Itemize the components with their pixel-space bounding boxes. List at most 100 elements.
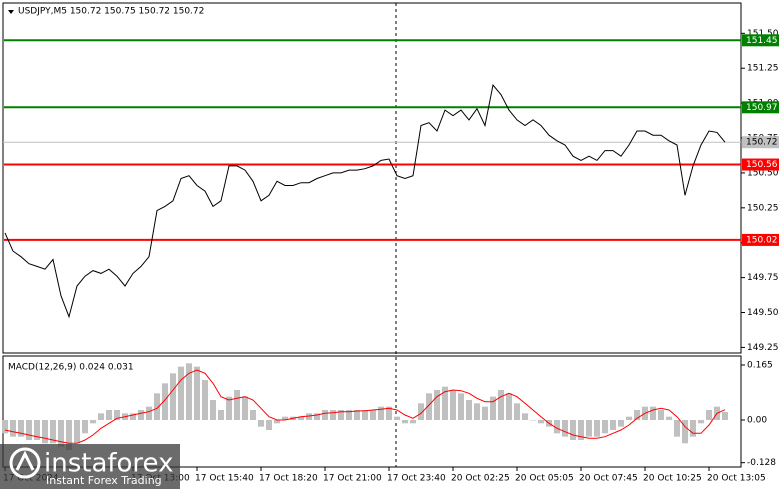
macd-bar bbox=[282, 416, 288, 420]
level-label: 150.97 bbox=[746, 103, 778, 113]
level-label: 150.56 bbox=[746, 160, 778, 170]
watermark-brand: instaforex bbox=[44, 449, 173, 479]
watermark-logo bbox=[9, 447, 41, 479]
macd-bar bbox=[146, 406, 152, 420]
macd-bar bbox=[258, 420, 264, 427]
price-label: 150.72 bbox=[746, 138, 778, 148]
macd-bar bbox=[610, 420, 616, 430]
main-panel bbox=[2, 2, 742, 354]
y-tick-label: 149.25 bbox=[747, 343, 779, 353]
macd-bar bbox=[138, 410, 144, 420]
x-tick-label: 20 Oct 02:25 bbox=[451, 474, 510, 484]
x-tick-label: 20 Oct 13:05 bbox=[707, 474, 766, 484]
macd-bar bbox=[218, 410, 224, 420]
macd-bar bbox=[570, 420, 576, 440]
macd-bar bbox=[34, 420, 40, 440]
macd-bar bbox=[682, 420, 688, 444]
level-tag bbox=[742, 158, 779, 171]
y-tick-label: 150.25 bbox=[747, 203, 779, 213]
macd-bar bbox=[698, 420, 704, 424]
macd-bar bbox=[298, 416, 304, 420]
macd-bar bbox=[130, 413, 136, 420]
macd-bar bbox=[474, 403, 480, 420]
macd-bar bbox=[538, 420, 544, 424]
macd-bar bbox=[650, 406, 656, 420]
macd-bar bbox=[426, 393, 432, 420]
macd-bar bbox=[626, 416, 632, 420]
macd-bar bbox=[450, 390, 456, 420]
watermark-tagline: Instant Forex Trading bbox=[46, 474, 162, 487]
y-tick-label: 0.165 bbox=[747, 361, 773, 371]
macd-bar bbox=[618, 420, 624, 427]
macd-bar bbox=[522, 413, 528, 420]
macd-bar bbox=[578, 420, 584, 440]
price-line bbox=[4, 83, 726, 319]
macd-bar bbox=[634, 410, 640, 420]
plot-layer: 151.50151.25151.00150.75150.50150.25150.… bbox=[2, 29, 779, 484]
macd-bar bbox=[434, 390, 440, 420]
macd-bar bbox=[98, 413, 104, 420]
macd-bar bbox=[178, 366, 184, 420]
macd-bar bbox=[530, 420, 536, 421]
macd-bar bbox=[338, 410, 344, 420]
macd-bar bbox=[514, 403, 520, 420]
macd-bar bbox=[74, 420, 80, 444]
macd-bar bbox=[386, 406, 392, 420]
macd-bar bbox=[90, 420, 96, 424]
level-tag bbox=[742, 34, 779, 47]
level-label: 150.02 bbox=[746, 235, 778, 245]
y-tick-label: 149.75 bbox=[747, 273, 779, 283]
macd-bar bbox=[242, 396, 248, 420]
macd-bar bbox=[706, 410, 712, 420]
macd-bar bbox=[410, 420, 416, 424]
macd-bar bbox=[234, 390, 240, 420]
macd-bar bbox=[562, 420, 568, 437]
signal-line bbox=[4, 369, 726, 444]
x-tick-label: 20 Oct 10:25 bbox=[643, 474, 702, 484]
level-label: 151.45 bbox=[746, 36, 778, 46]
macd-bar bbox=[226, 396, 232, 420]
y-tick-label: 151.25 bbox=[747, 64, 779, 74]
macd-bar bbox=[722, 412, 728, 420]
macd-bar bbox=[114, 410, 120, 420]
macd-bar bbox=[586, 420, 592, 437]
macd-bar bbox=[306, 413, 312, 420]
macd-bar bbox=[210, 400, 216, 420]
price-tag bbox=[742, 136, 779, 149]
y-tick-label: 150.50 bbox=[747, 168, 779, 178]
macd-bar bbox=[82, 420, 88, 434]
x-tick-label: 20 Oct 05:05 bbox=[515, 474, 574, 484]
y-tick-label: 151.50 bbox=[747, 29, 779, 39]
x-tick-label: 17 Oct 18:20 bbox=[259, 474, 318, 484]
macd-bar bbox=[66, 420, 72, 450]
macd-bar bbox=[674, 420, 680, 437]
macd-bar bbox=[602, 420, 608, 434]
macd-bar bbox=[658, 410, 664, 420]
macd-bar bbox=[170, 373, 176, 420]
macd-bar bbox=[314, 413, 320, 420]
menu-arrow bbox=[8, 10, 14, 14]
macd-bar bbox=[362, 410, 368, 420]
macd-bar bbox=[26, 420, 32, 440]
macd-bar bbox=[482, 406, 488, 420]
macd-bar bbox=[250, 410, 256, 420]
chart-title: USDJPY,M5 150.72 150.75 150.72 150.72 bbox=[18, 7, 204, 17]
macd-bar bbox=[10, 420, 16, 437]
macd-bar bbox=[194, 366, 200, 420]
macd-bar bbox=[418, 403, 424, 420]
macd-bar bbox=[498, 390, 504, 420]
macd-bar bbox=[394, 416, 400, 420]
macd-bar bbox=[162, 383, 168, 420]
macd-bar bbox=[594, 420, 600, 437]
macd-bar bbox=[402, 420, 408, 424]
macd-bar bbox=[42, 420, 48, 444]
macd-bar bbox=[18, 420, 24, 437]
macd-bar bbox=[322, 410, 328, 420]
macd-bar bbox=[378, 406, 384, 420]
macd-bar bbox=[266, 420, 272, 430]
x-tick-label: 17 Oct 23:40 bbox=[387, 474, 446, 484]
macd-bar bbox=[506, 393, 512, 420]
x-tick-label: 17 Oct 15:40 bbox=[195, 474, 254, 484]
macd-bar bbox=[202, 380, 208, 420]
